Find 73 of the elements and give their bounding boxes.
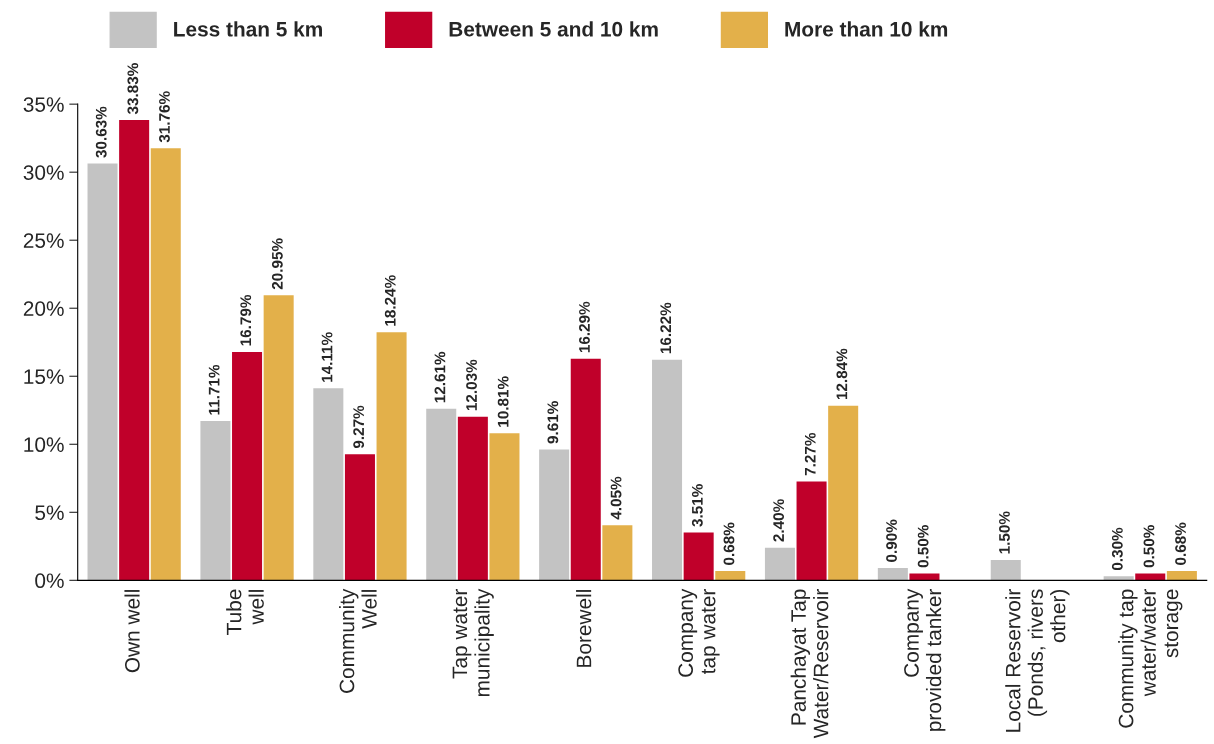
x-tick-label: Community Well bbox=[339, 588, 377, 693]
bar bbox=[539, 449, 570, 581]
x-tick-label: Tap water municipality bbox=[452, 588, 494, 697]
bar bbox=[119, 120, 150, 581]
bar bbox=[232, 351, 263, 581]
bar bbox=[764, 547, 795, 581]
bar bbox=[990, 559, 1021, 581]
x-tick-label: Own well bbox=[124, 590, 140, 673]
data-label: 7.27% bbox=[804, 432, 816, 476]
bar bbox=[457, 416, 488, 581]
bar bbox=[602, 525, 633, 581]
data-label: 14.11% bbox=[321, 332, 333, 382]
data-label: 12.03% bbox=[466, 359, 477, 411]
data-label: 2.40% bbox=[773, 499, 785, 542]
data-label: 0.30% bbox=[1111, 527, 1123, 571]
legend-label: Between 5 and 10 km bbox=[449, 21, 658, 37]
legend-label: More than 10 km bbox=[785, 21, 948, 37]
data-label: 9.27% bbox=[353, 405, 365, 449]
data-label: 18.24% bbox=[384, 275, 396, 326]
bar bbox=[200, 421, 231, 581]
bar bbox=[150, 148, 181, 581]
data-label: 16.29% bbox=[579, 301, 590, 353]
data-label: 0.50% bbox=[1143, 525, 1155, 568]
y-tick-label: 5% bbox=[35, 505, 64, 521]
y-tick-label: 20% bbox=[23, 301, 64, 316]
data-label: 0.68% bbox=[723, 522, 735, 565]
data-label: 1.50% bbox=[999, 511, 1010, 554]
x-tick-label: Company provided tanker bbox=[904, 588, 946, 731]
bar bbox=[570, 358, 601, 581]
x-tick-label: Company tap water bbox=[678, 588, 720, 677]
y-tick-label: 25% bbox=[23, 233, 64, 248]
data-label: 0.68% bbox=[1175, 522, 1186, 565]
data-label: 30.63% bbox=[95, 106, 107, 158]
y-tick-label: 15% bbox=[24, 369, 64, 385]
x-tick-label: Tube well bbox=[226, 589, 264, 635]
data-label: 12.84% bbox=[836, 348, 848, 400]
bar bbox=[828, 405, 859, 581]
bar bbox=[344, 454, 375, 581]
y-tick-label: 35% bbox=[23, 97, 64, 112]
y-tick-label: 30% bbox=[23, 165, 64, 180]
data-label: 9.61% bbox=[547, 401, 559, 444]
x-tick-label: Community tap water/water storage bbox=[1118, 588, 1183, 728]
bar bbox=[652, 359, 683, 581]
data-label: 10.81% bbox=[497, 376, 509, 427]
bar bbox=[715, 571, 746, 581]
bar bbox=[263, 295, 294, 581]
data-label: 20.95% bbox=[271, 238, 283, 290]
data-label: 31.76% bbox=[159, 91, 170, 143]
x-tick-label: Local Reservoir (Ponds, rivers other) bbox=[1005, 588, 1070, 732]
data-label: 3.51% bbox=[691, 484, 703, 527]
data-label: 0.50% bbox=[917, 525, 929, 568]
data-label: 33.83% bbox=[127, 63, 139, 115]
data-label: 11.71% bbox=[208, 364, 220, 415]
bar bbox=[313, 388, 344, 581]
y-tick-label: 0% bbox=[35, 573, 64, 589]
bar bbox=[1103, 576, 1134, 581]
bar bbox=[877, 568, 908, 581]
bar bbox=[1166, 571, 1197, 581]
bar bbox=[683, 532, 714, 581]
y-tick-label: 10% bbox=[24, 437, 64, 453]
bar bbox=[426, 408, 457, 581]
data-label: 16.79% bbox=[240, 294, 252, 346]
data-label: 16.22% bbox=[660, 302, 672, 354]
x-tick-label: Panchayat Tap Water/Reservoir bbox=[790, 588, 829, 739]
data-label: 4.05% bbox=[610, 476, 622, 520]
data-label: 12.61% bbox=[434, 351, 446, 403]
legend-label: Less than 5 km bbox=[174, 21, 322, 37]
x-tick-label: Borewell bbox=[576, 590, 592, 667]
bar bbox=[796, 481, 827, 581]
data-label: 0.90% bbox=[886, 519, 897, 562]
bar bbox=[87, 163, 118, 581]
bar bbox=[489, 433, 520, 581]
bar bbox=[376, 332, 407, 581]
